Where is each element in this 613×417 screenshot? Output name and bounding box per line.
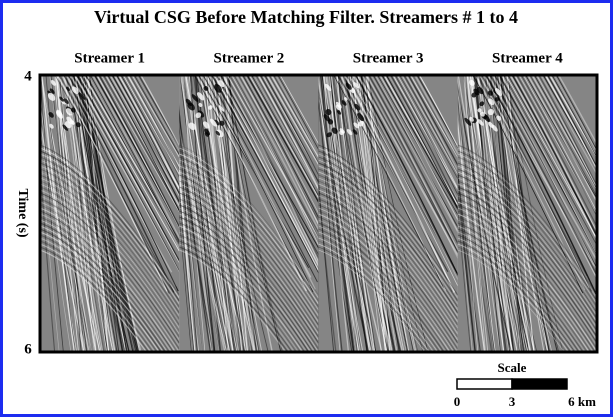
scale-bar-black (512, 379, 567, 389)
panel-label: Streamer 1 (74, 50, 145, 66)
panel-label: Streamer 3 (353, 50, 424, 66)
y-axis-label: Time (s) (15, 188, 30, 237)
panel-label: Streamer 2 (214, 50, 285, 66)
y-tick-label: 6 (24, 341, 32, 357)
title: Virtual CSG Before Matching Filter. Stre… (94, 7, 518, 27)
scale-title: Scale (498, 360, 527, 375)
scale-bar-white (457, 379, 512, 389)
scale-label: 6 km (568, 394, 596, 409)
scale-label: 3 (509, 394, 516, 409)
y-tick-label: 4 (24, 68, 32, 84)
scale-label: 0 (454, 394, 461, 409)
figure: Virtual CSG Before Matching Filter. Stre… (0, 0, 613, 417)
panel-label: Streamer 4 (492, 50, 563, 66)
